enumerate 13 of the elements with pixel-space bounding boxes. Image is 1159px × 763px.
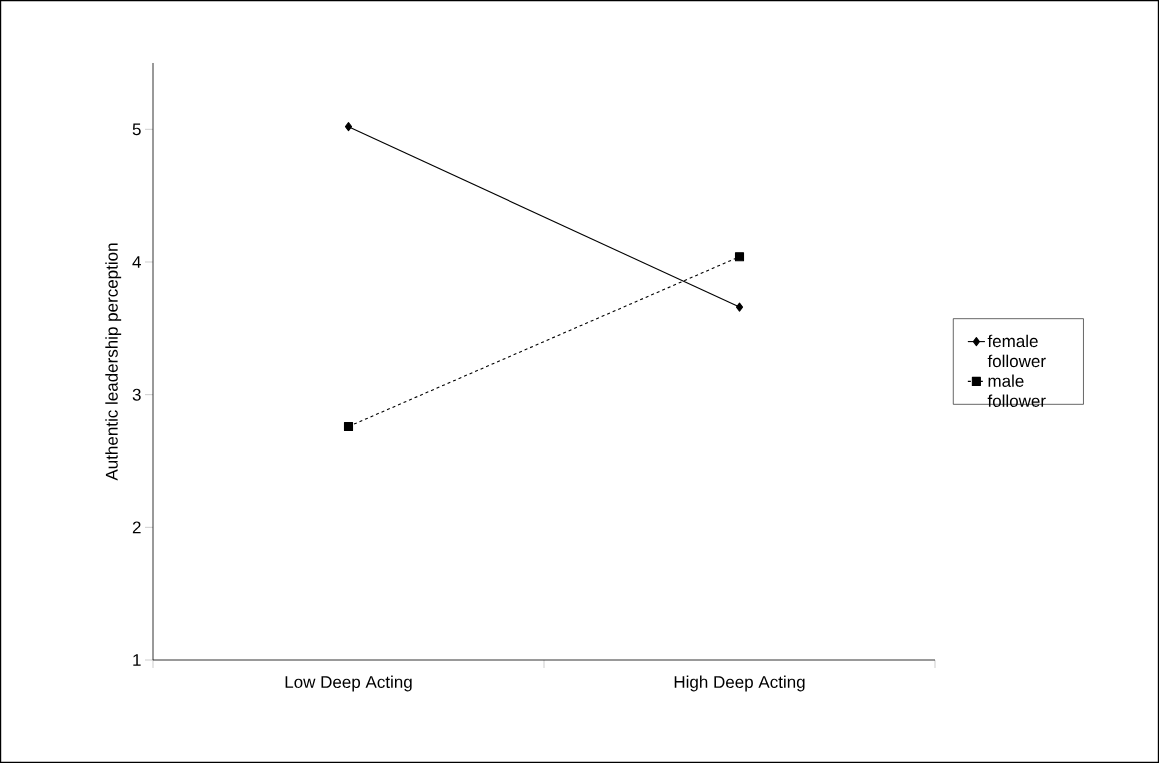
point	[343, 421, 354, 432]
y-tick-label: 5	[132, 123, 141, 136]
y-tick-label: 1	[133, 654, 141, 666]
y-tick-label: 2	[132, 521, 141, 534]
legend-label: male follower	[987, 374, 1046, 407]
point	[734, 252, 745, 262]
y-tick-label: 3	[132, 388, 141, 401]
point	[735, 302, 744, 312]
y-axis-title: Authentic leadership perception	[105, 243, 122, 481]
point	[344, 122, 353, 132]
x-tick-label: High Deep Acting	[674, 675, 805, 692]
y-tick-label: 4	[132, 256, 141, 268]
x-tick-label: Low Deep Acting	[285, 675, 412, 692]
